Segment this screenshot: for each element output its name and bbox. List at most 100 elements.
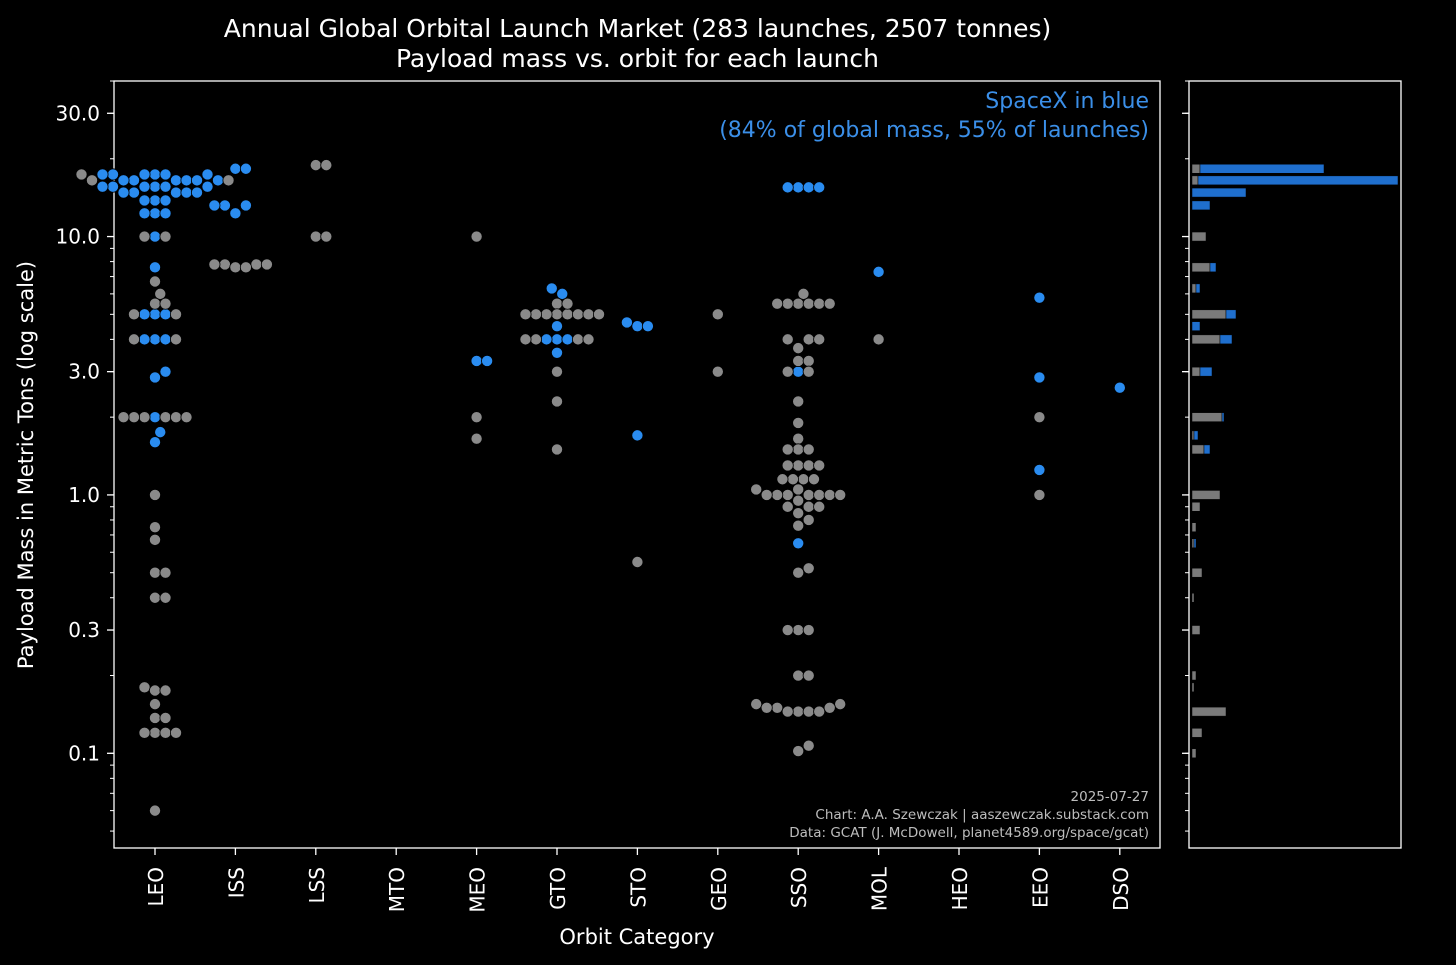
- histogram-bar-other: [1191, 748, 1197, 759]
- spacex-launch-point: [159, 180, 172, 193]
- y-tick-label: 3.0: [68, 360, 100, 384]
- other-launch-point: [771, 297, 784, 310]
- other-launch-point: [309, 159, 322, 172]
- spacex-launch-point: [159, 194, 172, 207]
- spacex-launch-point: [148, 180, 161, 193]
- spacex-launch-point: [641, 320, 654, 333]
- histogram-bar-spacex: [1199, 366, 1213, 377]
- other-launch-point: [582, 308, 595, 321]
- spacex-launch-point: [470, 354, 483, 367]
- other-launch-point: [823, 488, 836, 501]
- other-launch-point: [561, 308, 574, 321]
- histogram-bar-other: [1191, 592, 1195, 603]
- other-launch-point: [148, 275, 161, 288]
- other-launch-point: [239, 261, 252, 274]
- spacex-launch-point: [148, 194, 161, 207]
- other-launch-point: [792, 297, 805, 310]
- other-launch-point: [148, 711, 161, 724]
- spacex-launch-point: [792, 537, 805, 550]
- spacex-launch-point: [148, 308, 161, 321]
- spacex-launch-point: [127, 174, 140, 187]
- other-launch-point: [169, 308, 182, 321]
- other-launch-point: [551, 443, 564, 456]
- spacex-launch-point: [159, 308, 172, 321]
- histogram-bar-spacex: [1193, 430, 1199, 441]
- other-launch-point: [786, 473, 799, 486]
- other-launch-point: [792, 432, 805, 445]
- other-launch-point: [792, 443, 805, 456]
- other-launch-point: [792, 507, 805, 520]
- y-tick-label: 10.0: [55, 225, 100, 249]
- other-launch-point: [148, 533, 161, 546]
- other-launch-point: [813, 500, 826, 513]
- other-launch-point: [138, 681, 151, 694]
- other-launch-point: [781, 500, 794, 513]
- other-launch-point: [802, 333, 815, 346]
- x-axis-label: Orbit Category: [559, 925, 714, 949]
- histogram-bar-other: [1191, 670, 1197, 681]
- spacex-launch-point: [154, 426, 167, 439]
- spacex-launch-point: [138, 207, 151, 220]
- credit-date: 2025-07-27: [1071, 789, 1149, 805]
- spacex-launch-point: [229, 207, 242, 220]
- marginal-histogram: [1182, 80, 1402, 849]
- other-launch-point: [781, 705, 794, 718]
- spacex-launch-point: [117, 186, 130, 199]
- histogram-bar-other: [1191, 412, 1223, 422]
- other-launch-point: [470, 432, 483, 445]
- histogram-bar-other: [1191, 175, 1199, 186]
- other-launch-point: [792, 519, 805, 532]
- spacex-launch-point: [211, 174, 224, 187]
- spacex-launch-point: [148, 168, 161, 181]
- other-launch-point: [781, 333, 794, 346]
- other-launch-point: [781, 459, 794, 472]
- other-launch-point: [792, 669, 805, 682]
- histogram-bar-other: [1191, 538, 1195, 549]
- histogram-bar-spacex: [1199, 163, 1325, 174]
- spacex-launch-point: [551, 346, 564, 359]
- main-plot: 0.1 0.3 1.0 3.0 10.0 30.0 LEO ISS LSS MTO MEO GTO ST…: [55, 80, 1161, 913]
- x-tick-label-sso: SSO: [787, 867, 811, 908]
- spacex-share-annotation: (84% of global mass, 55% of launches): [719, 118, 1149, 143]
- spacex-launch-point: [1113, 381, 1126, 394]
- histogram-bar-spacex: [1219, 334, 1233, 345]
- other-launch-point: [218, 258, 231, 271]
- spacex-launch-point: [138, 168, 151, 181]
- spacex-launch-point: [620, 316, 633, 329]
- spacex-launch-point: [148, 411, 161, 424]
- other-launch-point: [530, 308, 543, 321]
- histogram-bar-other: [1191, 262, 1211, 273]
- spacex-launch-point: [802, 181, 815, 194]
- spacex-launch-point: [556, 287, 569, 300]
- other-launch-point: [470, 411, 483, 424]
- other-launch-point: [792, 745, 805, 758]
- histogram-bar-other: [1191, 430, 1195, 441]
- spacex-launch-point: [551, 320, 564, 333]
- other-launch-point: [75, 168, 88, 181]
- other-launch-point: [320, 159, 333, 172]
- histogram-bar-other: [1191, 625, 1201, 635]
- histogram-bar-other: [1191, 706, 1227, 717]
- other-launch-point: [320, 230, 333, 243]
- other-launch-point: [802, 297, 815, 310]
- x-tick-label-sto: STO: [626, 867, 650, 908]
- spacex-launch-point: [540, 333, 553, 346]
- other-launch-point: [127, 308, 140, 321]
- spacex-launch-point: [148, 333, 161, 346]
- other-launch-point: [792, 342, 805, 355]
- histogram-bar-spacex: [1191, 200, 1211, 211]
- spacex-launch-point: [107, 180, 120, 193]
- other-launch-point: [802, 562, 815, 575]
- spacex-launch-point: [190, 186, 203, 199]
- x-tick-label-meo: MEO: [466, 867, 490, 913]
- other-launch-point: [802, 624, 815, 637]
- other-launch-point: [807, 473, 820, 486]
- other-launch-point: [802, 459, 815, 472]
- other-launch-point: [148, 698, 161, 711]
- spacex-annotation: SpaceX in blue: [985, 89, 1149, 114]
- spacex-launch-point: [872, 265, 885, 278]
- spacex-launch-point: [159, 333, 172, 346]
- spacex-launch-point: [159, 365, 172, 378]
- spacex-launch-point: [631, 320, 644, 333]
- histogram-bar-spacex: [1209, 262, 1217, 273]
